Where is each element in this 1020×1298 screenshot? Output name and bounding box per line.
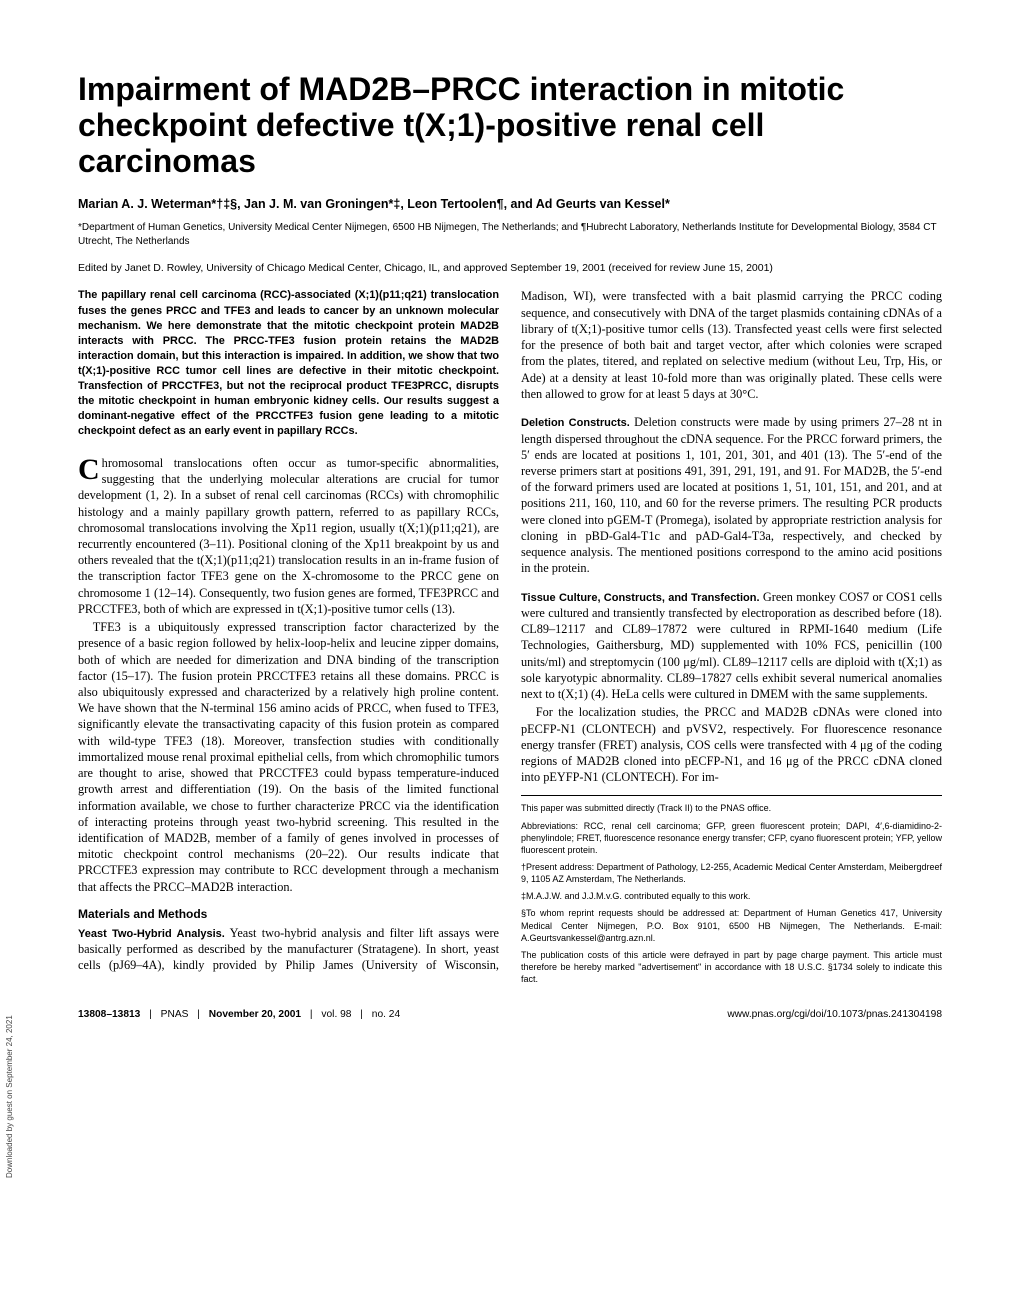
footnotes-block: This paper was submitted directly (Track… xyxy=(521,795,942,985)
deletion-constructs-p: Deletion Constructs. Deletion constructs… xyxy=(521,414,942,576)
tc-runin: Tissue Culture, Constructs, and Transfec… xyxy=(521,592,760,604)
del-runin: Deletion Constructs. xyxy=(521,417,630,429)
footer-right: www.pnas.org/cgi/doi/10.1073/pnas.241304… xyxy=(727,1009,942,1020)
del-text: Deletion constructs were made by using p… xyxy=(521,415,942,575)
abstract: The papillary renal cell carcinoma (RCC)… xyxy=(78,288,499,438)
authors-line: Marian A. J. Weterman*†‡§, Jan J. M. van… xyxy=(78,197,942,211)
tissue-culture-p: Tissue Culture, Constructs, and Transfec… xyxy=(521,589,942,703)
download-sidebar: Downloaded by guest on September 24, 202… xyxy=(5,1015,14,1178)
footer-left: 13808–13813 | PNAS | November 20, 2001 |… xyxy=(78,1009,400,1020)
tissue-culture-p2: For the localization studies, the PRCC a… xyxy=(521,704,942,785)
materials-methods-heading: Materials and Methods xyxy=(78,907,499,923)
footnote: Abbreviations: RCC, renal cell carcinoma… xyxy=(521,820,942,856)
footer-date: November 20, 2001 xyxy=(209,1009,301,1020)
footer-vol: vol. 98 xyxy=(321,1009,351,1020)
footer-pages: 13808–13813 xyxy=(78,1009,140,1020)
footer-no: no. 24 xyxy=(372,1009,400,1020)
intro-p2: TFE3 is a ubiquitously expressed transcr… xyxy=(78,619,499,895)
tc-text: Green monkey COS7 or COS1 cells were cul… xyxy=(521,590,942,702)
footnote: §To whom reprint requests should be addr… xyxy=(521,907,942,943)
footnote: ‡M.A.J.W. and J.J.M.v.G. contributed equ… xyxy=(521,890,942,902)
two-column-body: The papillary renal cell carcinoma (RCC)… xyxy=(78,288,942,985)
footnote: †Present address: Department of Patholog… xyxy=(521,861,942,885)
affiliations: *Department of Human Genetics, Universit… xyxy=(78,221,942,248)
footer-pnas: PNAS xyxy=(161,1009,189,1020)
footnote: This paper was submitted directly (Track… xyxy=(521,802,942,814)
page-footer: 13808–13813 | PNAS | November 20, 2001 |… xyxy=(78,1009,942,1020)
intro-p1: Chromosomal translocations often occur a… xyxy=(78,455,499,617)
article-title: Impairment of MAD2B–PRCC interaction in … xyxy=(78,72,942,179)
edited-by: Edited by Janet D. Rowley, University of… xyxy=(78,262,942,274)
footnote: The publication costs of this article we… xyxy=(521,949,942,985)
yth-runin: Yeast Two-Hybrid Analysis. xyxy=(78,928,225,940)
